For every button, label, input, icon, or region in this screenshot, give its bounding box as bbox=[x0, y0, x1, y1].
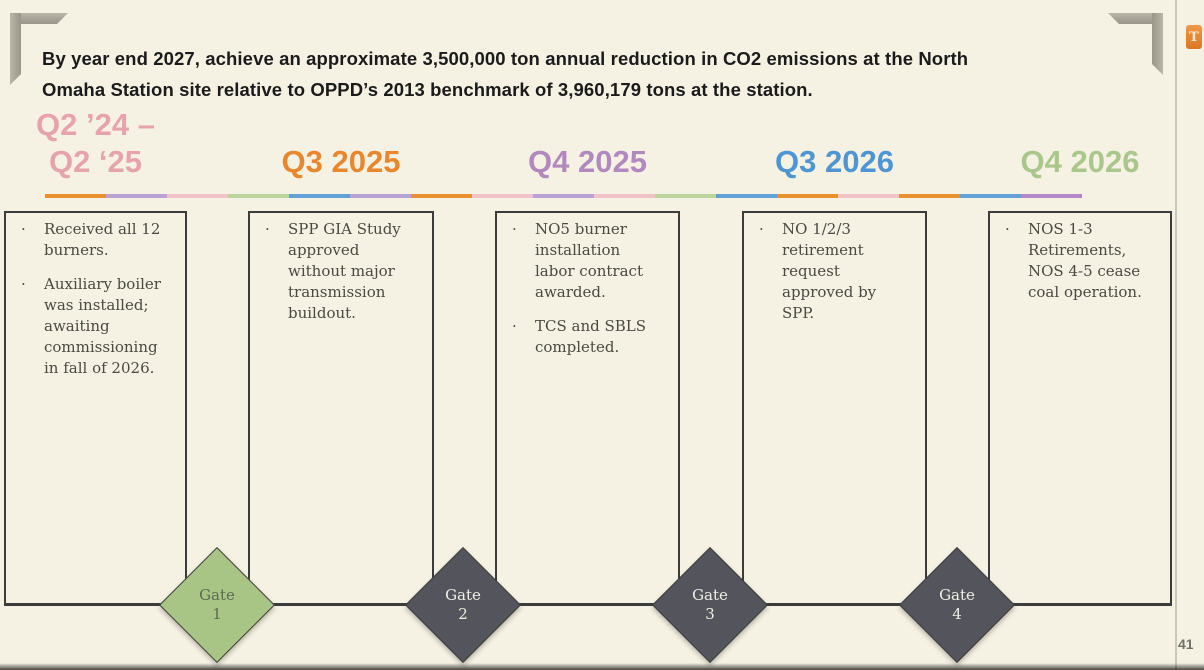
bullet-text: Auxiliary boiler was installed; awaiting… bbox=[44, 275, 161, 377]
timeline-header-q2-24-q2-25: Q2 ’24 – Q2 ‘25 bbox=[36, 107, 155, 179]
gate-2-label: Gate 2 bbox=[423, 565, 503, 645]
rule-segment bbox=[960, 194, 1021, 198]
bullet-text: NO 1/2/3 retirement request approved by … bbox=[782, 220, 877, 322]
timeline-header-q4-2025: Q4 2025 bbox=[528, 144, 647, 179]
bullet-text: Received all 12 burners. bbox=[44, 220, 161, 259]
milestone-box-q4-2026: · NOS 1-3 Retirements, NOS 4-5 cease coa… bbox=[988, 211, 1172, 605]
rule-segment bbox=[655, 194, 716, 198]
list-item: · NO 1/2/3 retirement request approved b… bbox=[756, 219, 921, 324]
rule-segment bbox=[1021, 194, 1082, 198]
list-item: · TCS and SBLS completed. bbox=[509, 316, 674, 358]
bullet-text: SPP GIA Study approved without major tra… bbox=[288, 220, 401, 322]
corner-bracket-top-right-horizontal bbox=[1108, 13, 1163, 24]
corner-bracket-top-left-vertical bbox=[10, 13, 21, 85]
page-number: 41 bbox=[1178, 636, 1194, 652]
right-edge-divider bbox=[1175, 0, 1177, 670]
list-item: · Received all 12 burners. bbox=[18, 219, 181, 261]
bottom-shadow-edge bbox=[0, 663, 1204, 670]
gate-1-label: Gate 1 bbox=[177, 565, 257, 645]
milestone-box-q2-24-q2-25: · Received all 12 burners. · Auxiliary b… bbox=[4, 211, 187, 605]
rule-segment bbox=[289, 194, 350, 198]
rule-segment bbox=[594, 194, 655, 198]
rule-segment bbox=[167, 194, 228, 198]
rule-segment bbox=[45, 194, 106, 198]
list-item: · Auxiliary boiler was installed; awaiti… bbox=[18, 274, 181, 379]
rule-segment bbox=[228, 194, 289, 198]
bullet-text: NO5 burner installation labor contract a… bbox=[535, 220, 643, 301]
rule-segment bbox=[411, 194, 472, 198]
gate-word: Gate bbox=[939, 586, 975, 604]
gate-word: Gate bbox=[692, 586, 728, 604]
timeline-rule bbox=[45, 194, 1082, 198]
rule-segment bbox=[899, 194, 960, 198]
rule-segment bbox=[533, 194, 594, 198]
gate-number: 4 bbox=[952, 605, 962, 623]
gate-number: 2 bbox=[458, 605, 468, 623]
timeline-header-q3-2026: Q3 2026 bbox=[775, 144, 894, 179]
bullet-dot: · bbox=[21, 220, 26, 238]
gate-number: 3 bbox=[705, 605, 715, 623]
corner-bracket-top-left-horizontal bbox=[10, 13, 68, 24]
bullet-dot: · bbox=[512, 317, 517, 335]
rule-segment bbox=[838, 194, 899, 198]
timeline-header-q3-2025: Q3 2025 bbox=[281, 144, 401, 179]
bullet-dot: · bbox=[759, 220, 764, 238]
list-item: · NO5 burner installation labor contract… bbox=[509, 219, 674, 303]
rule-segment bbox=[716, 194, 777, 198]
milestone-box-q3-2025: · SPP GIA Study approved without major t… bbox=[248, 211, 434, 605]
bullet-dot: · bbox=[512, 220, 517, 238]
slide-title-line-1: By year end 2027, achieve an approximate… bbox=[42, 48, 969, 69]
list-item: · SPP GIA Study approved without major t… bbox=[262, 219, 428, 324]
corner-bracket-top-right-vertical bbox=[1152, 13, 1163, 75]
logo-letter: T bbox=[1189, 29, 1199, 45]
bullet-dot: · bbox=[21, 275, 26, 293]
gate-word: Gate bbox=[199, 586, 235, 604]
rule-segment bbox=[350, 194, 411, 198]
bullet-dot: · bbox=[1005, 220, 1010, 238]
bullet-dot: · bbox=[265, 220, 270, 238]
brand-logo-icon: T bbox=[1186, 25, 1202, 49]
gate-number: 1 bbox=[212, 605, 222, 623]
bullet-text: TCS and SBLS completed. bbox=[535, 317, 647, 356]
bullet-text: NOS 1-3 Retirements, NOS 4-5 cease coal … bbox=[1028, 220, 1142, 301]
rule-segment bbox=[472, 194, 533, 198]
rule-segment bbox=[777, 194, 838, 198]
slide-title-line-2: Omaha Station site relative to OPPD’s 20… bbox=[42, 79, 813, 100]
gate-4-label: Gate 4 bbox=[917, 565, 997, 645]
rule-segment bbox=[106, 194, 167, 198]
timeline-header-q4-2026: Q4 2026 bbox=[1020, 144, 1140, 179]
list-item: · NOS 1-3 Retirements, NOS 4-5 cease coa… bbox=[1002, 219, 1166, 303]
milestone-box-q4-2025: · NO5 burner installation labor contract… bbox=[495, 211, 680, 605]
gate-3-label: Gate 3 bbox=[670, 565, 750, 645]
slide-title: By year end 2027, achieve an approximate… bbox=[42, 43, 1152, 105]
milestone-box-q3-2026: · NO 1/2/3 retirement request approved b… bbox=[742, 211, 927, 605]
gate-word: Gate bbox=[445, 586, 481, 604]
